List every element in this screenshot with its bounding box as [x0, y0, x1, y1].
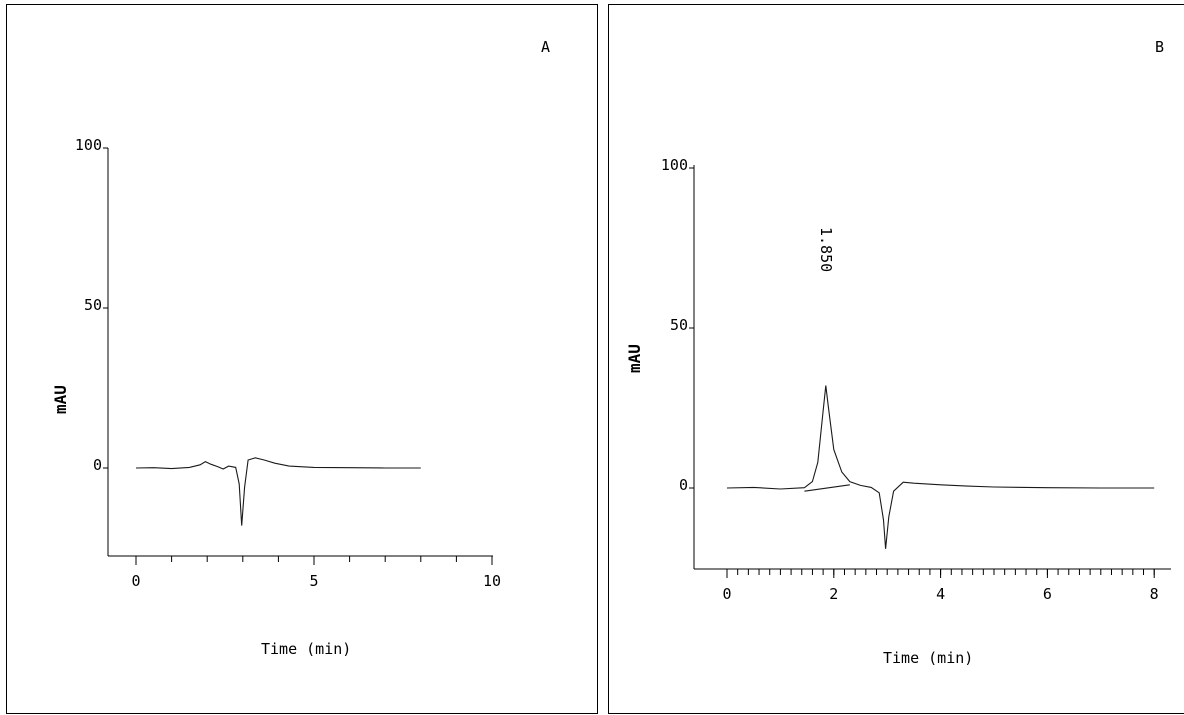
- panel-label-b: B: [1155, 38, 1164, 56]
- chart-panel-a: A mAU Time (min) 0 50 100 0 5 10: [6, 4, 598, 714]
- x-tick-label: 2: [829, 585, 838, 603]
- axes-a: [107, 148, 493, 557]
- y-tick-label: 0: [93, 456, 102, 474]
- x-tick-label: 5: [309, 572, 318, 590]
- x-tick-label: 8: [1150, 585, 1159, 603]
- y-tick-label: 50: [84, 296, 102, 314]
- x-tick-label: 10: [483, 572, 501, 590]
- y-tick-label: 100: [75, 136, 102, 154]
- y-tick-label: 50: [670, 316, 688, 334]
- x-tick-label: 4: [936, 585, 945, 603]
- chart-panel-b: B mAU Time (min) 1.850 0 50 100 0 2 4 6 8: [608, 4, 1184, 714]
- chromatogram-trace-a: [135, 457, 421, 526]
- x-axis-label-b: Time (min): [883, 649, 973, 667]
- y-axis-label-a: mAU: [51, 385, 70, 414]
- chromatogram-trace-b: [726, 385, 1155, 549]
- y-tick-label: 0: [679, 476, 688, 494]
- y-axis-label-b: mAU: [625, 344, 644, 373]
- chart-b-svg: B mAU Time (min) 1.850 0 50 100 0 2 4 6 8: [625, 38, 1171, 667]
- chart-a-svg: A mAU Time (min) 0 50 100 0 5 10: [51, 38, 550, 658]
- panel-label-a: A: [541, 38, 550, 56]
- axes-b: [693, 165, 1171, 570]
- ticks-b: 0 50 100 0 2 4 6 8: [661, 156, 1159, 603]
- ticks-a: 0 50 100 0 5 10: [75, 136, 501, 590]
- x-axis-label-a: Time (min): [261, 640, 351, 658]
- x-tick-label: 0: [722, 585, 731, 603]
- x-tick-label: 0: [131, 572, 140, 590]
- peak-baseline: [804, 484, 850, 492]
- peak-annotation: 1.850: [817, 227, 835, 272]
- y-tick-label: 100: [661, 156, 688, 174]
- x-tick-label: 6: [1043, 585, 1052, 603]
